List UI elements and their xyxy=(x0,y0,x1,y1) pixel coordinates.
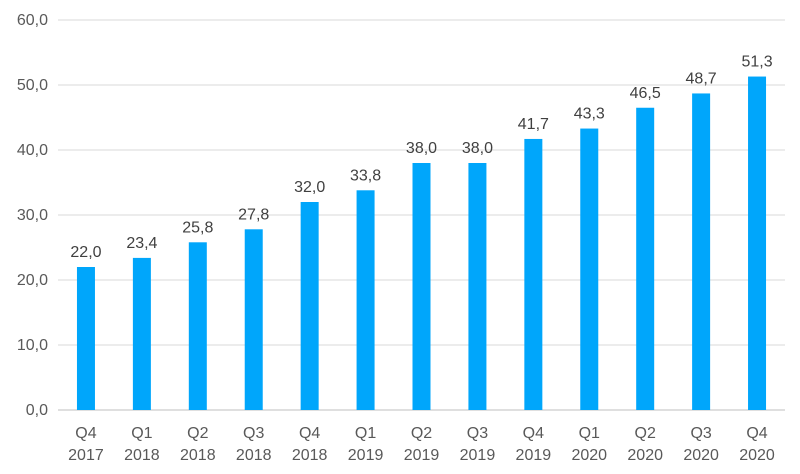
x-tick-label-quarter: Q4 xyxy=(299,425,320,442)
x-tick-label-year: 2019 xyxy=(348,447,384,464)
x-tick-label-year: 2018 xyxy=(124,447,160,464)
y-tick-label: 50,0 xyxy=(17,77,48,94)
y-tick-label: 20,0 xyxy=(17,272,48,289)
x-tick-label-year: 2020 xyxy=(627,447,663,464)
data-label: 43,3 xyxy=(574,106,605,123)
x-tick-label-year: 2018 xyxy=(180,447,216,464)
data-label: 38,0 xyxy=(406,140,437,157)
x-tick-label-year: 2019 xyxy=(460,447,496,464)
data-label: 33,8 xyxy=(350,167,381,184)
x-tick-label-year: 2020 xyxy=(739,447,775,464)
x-tick-label-quarter: Q4 xyxy=(523,425,544,442)
y-tick-label: 10,0 xyxy=(17,337,48,354)
data-label: 22,0 xyxy=(70,244,101,261)
x-axis-tick-labels: Q4 2017 Q1 2018 Q2 2018 Q3 2018 Q4 2018 Q1 2019 Q2 20… xyxy=(68,425,775,464)
bar xyxy=(300,202,319,410)
x-tick-label-year: 2019 xyxy=(516,447,552,464)
bars xyxy=(76,76,767,411)
x-tick-label-quarter: Q3 xyxy=(690,425,711,442)
bar xyxy=(188,242,207,410)
data-labels: 22,0 23,4 25,8 27,8 32,0 33,8 38,0 38,0 41,7 43,3… xyxy=(70,54,772,261)
bar xyxy=(692,93,711,410)
y-tick-label: 60,0 xyxy=(17,12,48,29)
x-tick-label-year: 2020 xyxy=(571,447,607,464)
y-tick-label: 0,0 xyxy=(26,402,48,419)
y-tick-label: 30,0 xyxy=(17,207,48,224)
data-label: 51,3 xyxy=(741,54,772,71)
x-tick-label-year: 2018 xyxy=(292,447,328,464)
x-tick-label-quarter: Q4 xyxy=(75,425,96,442)
x-tick-label-year: 2020 xyxy=(683,447,719,464)
data-label: 41,7 xyxy=(518,116,549,133)
data-label: 27,8 xyxy=(238,206,269,223)
data-label: 32,0 xyxy=(294,179,325,196)
bar xyxy=(524,138,543,410)
x-tick-label-quarter: Q2 xyxy=(411,425,432,442)
x-tick-label-year: 2019 xyxy=(404,447,440,464)
bar xyxy=(132,257,151,410)
bar xyxy=(356,190,375,410)
data-label: 38,0 xyxy=(462,140,493,157)
x-tick-label-quarter: Q1 xyxy=(579,425,600,442)
x-tick-label-quarter: Q1 xyxy=(131,425,152,442)
x-tick-label-year: 2017 xyxy=(68,447,104,464)
x-tick-label-quarter: Q1 xyxy=(355,425,376,442)
bar xyxy=(244,229,263,410)
bar xyxy=(636,107,655,410)
x-tick-label-quarter: Q2 xyxy=(635,425,656,442)
data-label: 23,4 xyxy=(126,235,157,252)
data-label: 25,8 xyxy=(182,219,213,236)
y-tick-label: 40,0 xyxy=(17,142,48,159)
bar xyxy=(468,163,487,410)
x-tick-label-quarter: Q3 xyxy=(243,425,264,442)
bar xyxy=(76,267,95,410)
bar xyxy=(748,76,767,411)
bar xyxy=(580,128,599,411)
x-tick-label-quarter: Q3 xyxy=(467,425,488,442)
bar xyxy=(412,163,431,410)
x-tick-label-quarter: Q4 xyxy=(746,425,767,442)
data-label: 46,5 xyxy=(630,85,661,102)
data-label: 48,7 xyxy=(686,70,717,87)
x-tick-label-year: 2018 xyxy=(236,447,272,464)
y-axis-tick-labels: 0,0 10,0 20,0 30,0 40,0 50,0 60,0 xyxy=(17,12,48,419)
x-tick-label-quarter: Q2 xyxy=(187,425,208,442)
